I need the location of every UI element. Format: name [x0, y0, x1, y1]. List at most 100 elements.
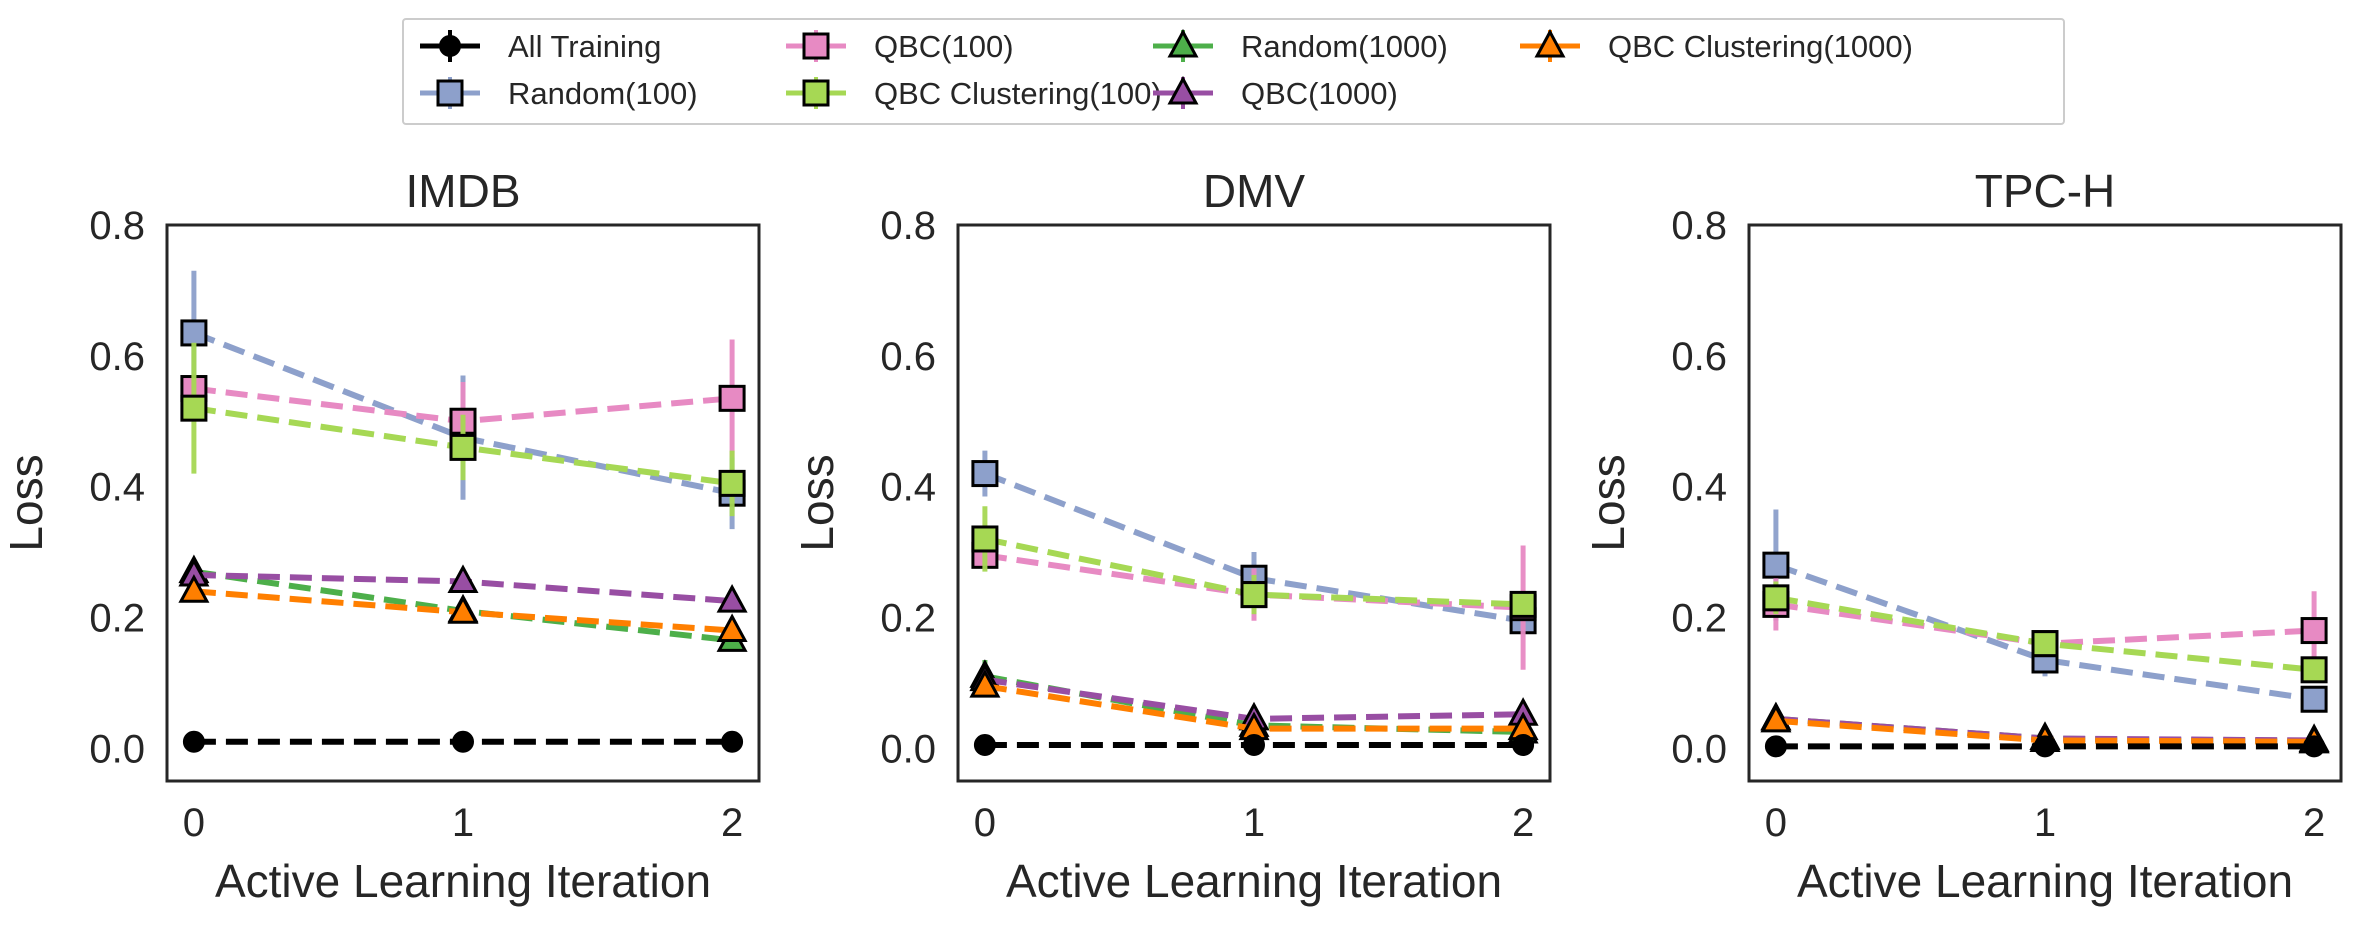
- series-qbc-clustering-100: [1762, 581, 2328, 684]
- series-qbc-clustering-100: [971, 506, 1537, 618]
- y-tick-label: 0.2: [880, 596, 936, 640]
- data-point: [721, 730, 744, 753]
- chart-title: DMV: [1203, 165, 1306, 217]
- data-point: [2300, 656, 2328, 684]
- x-tick-label: 0: [1765, 801, 1787, 845]
- y-axis-label: Loss: [791, 454, 843, 551]
- data-point: [1243, 734, 1265, 757]
- data-point: [1240, 581, 1268, 609]
- series-line: [1774, 562, 2315, 703]
- data-point: [2303, 735, 2326, 758]
- data-point: [718, 469, 746, 497]
- data-point: [2031, 630, 2059, 658]
- y-tick-label: 0.4: [89, 466, 145, 510]
- data-point: [971, 525, 999, 553]
- x-tick-label: 2: [721, 801, 743, 845]
- legend-item-random-100: Random(100): [420, 76, 698, 111]
- legend-marker: [802, 79, 830, 107]
- data-point: [2300, 617, 2328, 645]
- data-point: [447, 564, 479, 593]
- legend-label: All Training: [508, 29, 661, 64]
- data-point: [452, 730, 474, 753]
- y-tick-label: 0.8: [1671, 204, 1727, 248]
- x-tick-label: 0: [974, 801, 996, 845]
- series-all-training: [973, 734, 1535, 757]
- y-axis-label: Loss: [0, 454, 52, 551]
- legend-label: Random(1000): [1241, 29, 1448, 64]
- legend-marker: [1167, 75, 1199, 105]
- data-point: [180, 319, 208, 347]
- data-point: [718, 384, 746, 412]
- plot-area: [167, 225, 759, 781]
- series-all-training: [1764, 735, 2326, 758]
- y-tick-label: 0.6: [1671, 335, 1727, 379]
- x-tick-label: 2: [2303, 801, 2325, 845]
- legend-marker: [1534, 28, 1566, 58]
- data-point: [969, 669, 1001, 698]
- data-point: [447, 595, 479, 624]
- y-tick-label: 0.0: [880, 727, 936, 771]
- data-point: [1762, 584, 1790, 612]
- y-tick-label: 0.8: [880, 204, 936, 248]
- data-point: [1512, 734, 1535, 757]
- legend: All Training Random(100) QBC(100) QBC Clust…: [402, 18, 2065, 125]
- plot-frame: [956, 223, 1552, 783]
- data-point: [449, 433, 477, 461]
- legend-item-qbc-1000: QBC(1000): [1153, 75, 1398, 111]
- legend-item-qbc-clustering-1000: QBC Clustering(1000): [1520, 28, 1913, 64]
- y-axis-label: Loss: [1582, 454, 1634, 551]
- data-point: [1509, 590, 1537, 618]
- series-qbc-clustering-1000: [178, 574, 748, 643]
- y-tick-label: 0.2: [89, 596, 145, 640]
- legend-marker: [436, 79, 464, 107]
- data-point: [973, 734, 996, 757]
- chart-title: TPC-H: [1975, 165, 2116, 217]
- y-tick-label: 0.2: [1671, 596, 1727, 640]
- plot-area: [1749, 225, 2341, 781]
- legend-label: Random(100): [508, 76, 698, 111]
- x-axis-label: Active Learning Iteration: [215, 855, 711, 907]
- y-tick-label: 0.0: [1671, 727, 1727, 771]
- x-tick-label: 1: [1243, 801, 1265, 845]
- legend-item-qbc-clustering-100: QBC Clustering(100): [786, 76, 1162, 111]
- y-tick-label: 0.4: [880, 466, 936, 510]
- data-point: [1760, 703, 1792, 733]
- legend-marker: [802, 32, 830, 60]
- legend-label: QBC(100): [874, 29, 1014, 64]
- data-point: [2034, 735, 2056, 758]
- x-axis-label: Active Learning Iteration: [1797, 855, 2293, 907]
- data-point: [716, 613, 748, 643]
- data-point: [1764, 735, 1787, 758]
- x-axis-label: Active Learning Iteration: [1006, 855, 1502, 907]
- plot-area: [958, 225, 1550, 781]
- legend-marker: [1167, 28, 1199, 58]
- series-all-training: [182, 730, 744, 753]
- x-tick-label: 1: [452, 801, 474, 845]
- data-point: [2300, 685, 2328, 713]
- data-point: [180, 394, 208, 422]
- chart-title: IMDB: [406, 165, 521, 217]
- legend-item-all-training: All Training: [420, 29, 661, 64]
- plot-frame: [1747, 223, 2343, 783]
- legend-label: QBC Clustering(1000): [1608, 29, 1913, 64]
- x-tick-label: 1: [2034, 801, 2056, 845]
- data-point: [182, 730, 205, 753]
- data-point: [1762, 551, 1790, 579]
- series-qbc-clustering-100: [180, 342, 746, 517]
- legend-item-qbc-100: QBC(100): [786, 29, 1014, 64]
- legend-item-random-1000: Random(1000): [1153, 28, 1448, 64]
- y-tick-label: 0.6: [89, 335, 145, 379]
- data-point: [178, 574, 210, 603]
- legend-label: QBC(1000): [1241, 76, 1398, 111]
- data-point: [971, 460, 999, 488]
- y-tick-label: 0.4: [1671, 466, 1727, 510]
- plot-frame: [165, 223, 761, 783]
- y-tick-label: 0.6: [880, 335, 936, 379]
- y-tick-label: 0.8: [89, 204, 145, 248]
- series-qbc-clustering-1000: [969, 669, 1539, 741]
- x-tick-label: 2: [1512, 801, 1534, 845]
